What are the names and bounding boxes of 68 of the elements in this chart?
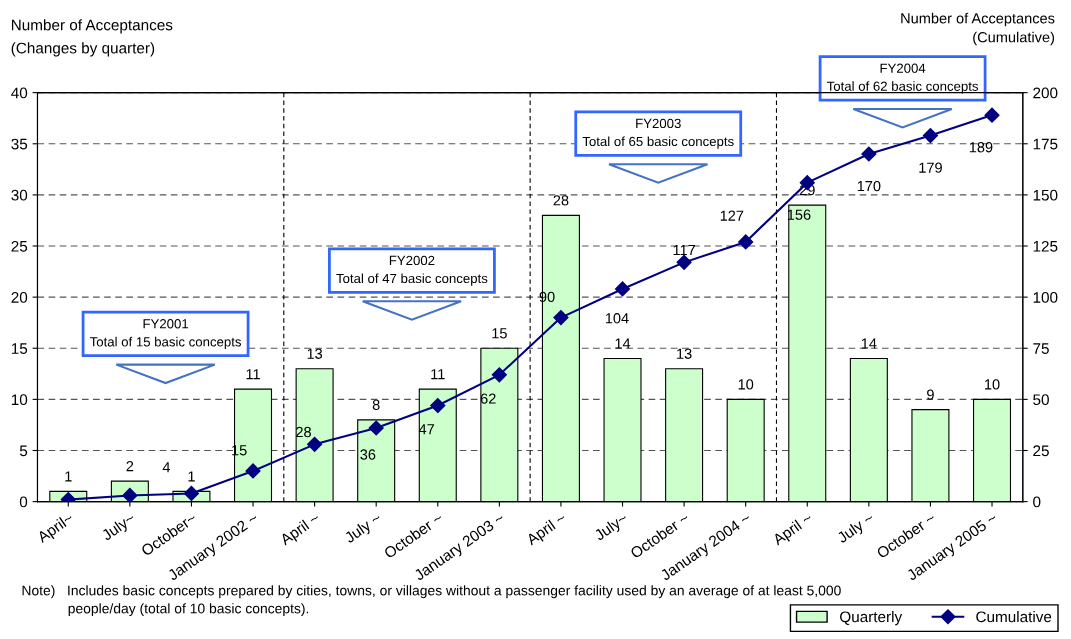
data-label: 179 bbox=[919, 162, 942, 173]
point bbox=[738, 234, 754, 250]
data-label: 8 bbox=[372, 399, 380, 410]
point bbox=[553, 310, 569, 326]
data-label: 13 bbox=[307, 348, 323, 359]
point bbox=[307, 436, 323, 452]
data-label: 36 bbox=[360, 449, 376, 460]
point bbox=[922, 128, 939, 144]
data-label: 170 bbox=[857, 180, 881, 192]
point bbox=[491, 367, 507, 383]
data-label: 4 bbox=[162, 462, 171, 473]
data-label: 11 bbox=[246, 369, 260, 380]
data-label: 2 bbox=[126, 461, 134, 472]
point bbox=[430, 397, 446, 414]
text: Note) Includes basic concepts prepared by cities, towns, or villages without a passenger facility used by an average of at least 5,000 people/day (total of 10 basic concepts). bbox=[22, 585, 841, 617]
annotation: FY2003 Total of 65 basic concepts bbox=[582, 118, 734, 149]
y-tick-label: 5 bbox=[19, 445, 28, 457]
data-label: 10 bbox=[738, 379, 754, 390]
y2-tick-label: 50 bbox=[1033, 394, 1049, 406]
y-tick-label: 20 bbox=[11, 292, 28, 303]
point bbox=[614, 281, 631, 297]
y-tick-label: 40 bbox=[11, 87, 28, 99]
point bbox=[368, 420, 384, 436]
data-label: 127 bbox=[720, 210, 744, 221]
data-label: 14 bbox=[615, 338, 631, 349]
annotation: FY2001 Total of 15 basic concepts bbox=[89, 319, 242, 350]
y-tick-label: 10 bbox=[11, 394, 28, 406]
y2-tick-label: 200 bbox=[1033, 87, 1058, 99]
y2-tick-label: 75 bbox=[1033, 343, 1049, 354]
data-label: 11 bbox=[431, 369, 445, 380]
x-tick-label: July~ bbox=[593, 511, 631, 544]
y2-tick-label: 100 bbox=[1033, 292, 1058, 303]
legend-label: Cumulative bbox=[976, 611, 1052, 623]
x-tick-label: July ~ bbox=[836, 511, 877, 546]
legend-label: Quarterly bbox=[840, 611, 903, 626]
data-label: 15 bbox=[492, 328, 507, 339]
y-tick-label: 0 bbox=[19, 496, 28, 508]
annotation: FY2002 Total of 47 basic concepts bbox=[336, 255, 488, 286]
data-label: 28 bbox=[553, 195, 569, 206]
y-tick-label: 25 bbox=[11, 240, 28, 252]
data-label: 1 bbox=[65, 471, 72, 482]
data-label: 104 bbox=[605, 313, 629, 324]
point bbox=[183, 485, 200, 502]
y-tick-label: 15 bbox=[11, 343, 28, 354]
y2-axis-title: Number of Acceptances (Cumulative) bbox=[901, 12, 1055, 46]
x-tick-label: July~ bbox=[100, 511, 138, 544]
y2-tick-label: 175 bbox=[1033, 138, 1058, 150]
data-label: 117 bbox=[673, 245, 695, 256]
point bbox=[984, 107, 1000, 123]
data-label: 10 bbox=[985, 379, 1000, 390]
point bbox=[676, 254, 692, 270]
point bbox=[245, 463, 261, 479]
y2-tick-label: 25 bbox=[1033, 445, 1049, 457]
y2-tick-label: 125 bbox=[1033, 240, 1058, 252]
data-label: 189 bbox=[969, 142, 993, 153]
data-label: 62 bbox=[480, 393, 496, 404]
data-label: 1 bbox=[188, 471, 195, 482]
y-tick-label: 30 bbox=[11, 189, 28, 201]
y-tick-label: 35 bbox=[11, 138, 28, 150]
data-label: 9 bbox=[927, 389, 934, 400]
annotation: FY2004 Total of 62 basic concepts bbox=[826, 63, 979, 94]
x-tick-label: July ~ bbox=[343, 511, 384, 546]
data-label: 14 bbox=[861, 338, 877, 349]
data-label: 13 bbox=[677, 348, 692, 359]
y2-tick-label: 0 bbox=[1033, 496, 1041, 508]
y-axis-title: Number of Acceptances (Changes by quarter) bbox=[11, 19, 173, 57]
y2-tick-label: 150 bbox=[1033, 189, 1058, 201]
point bbox=[861, 146, 877, 162]
